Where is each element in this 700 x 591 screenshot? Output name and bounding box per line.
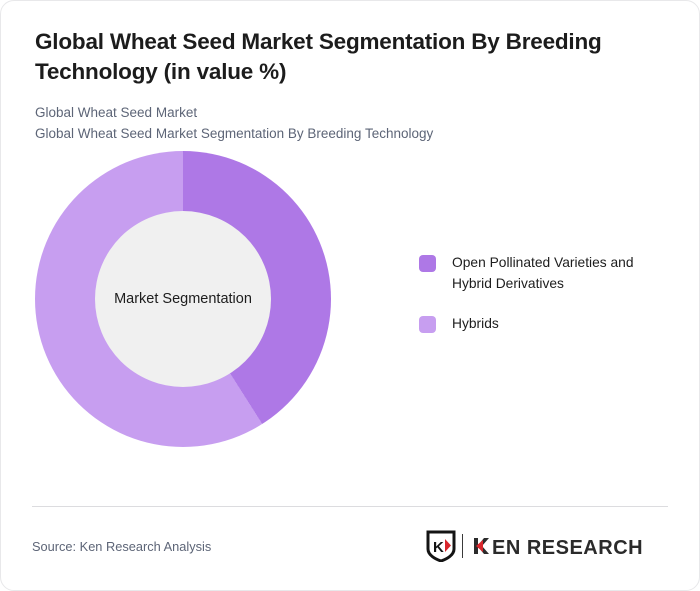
donut-chart: Market Segmentation xyxy=(35,151,331,448)
legend-swatch-icon xyxy=(419,255,436,273)
shield-logo-icon: K xyxy=(426,530,455,562)
legend-swatch-icon xyxy=(419,315,436,333)
page-title: Global Wheat Seed Market Segmentation By… xyxy=(35,29,602,84)
svg-text:K: K xyxy=(433,539,444,556)
svg-text:EN RESEARCH: EN RESEARCH xyxy=(492,537,643,559)
subtitle-market: Global Wheat Seed Market xyxy=(35,105,198,121)
chart-body: Market Segmentation Open Pollinated Vari… xyxy=(1,145,699,475)
logo-divider xyxy=(461,534,463,558)
legend-item-open-pollinated[interactable]: Open Pollinated Varieties and Hybrid Der… xyxy=(419,253,669,294)
donut-hole: Market Segmentation xyxy=(95,211,271,388)
chart-legend: Open Pollinated Varieties and Hybrid Der… xyxy=(419,253,669,353)
source-text: Source: Ken Research Analysis xyxy=(32,538,212,554)
ken-research-logo: K EN RESEARCH xyxy=(426,530,669,562)
chart-header: Global Wheat Seed Market Segmentation By… xyxy=(1,1,699,145)
subtitle-group: Global Wheat Seed Market Global Wheat Se… xyxy=(35,103,665,145)
donut-center-label: Market Segmentation xyxy=(114,291,252,308)
footer-divider xyxy=(32,506,668,507)
legend-item-hybrids[interactable]: Hybrids xyxy=(419,314,669,335)
legend-label: Open Pollinated Varieties and Hybrid Der… xyxy=(452,255,634,291)
logo-wordmark: EN RESEARCH xyxy=(474,537,643,559)
subtitle-segmentation: Global Wheat Seed Market Segmentation By… xyxy=(35,126,434,142)
legend-label: Hybrids xyxy=(452,315,499,331)
chart-footer: Source: Ken Research Analysis K EN RESEA… xyxy=(1,520,699,572)
